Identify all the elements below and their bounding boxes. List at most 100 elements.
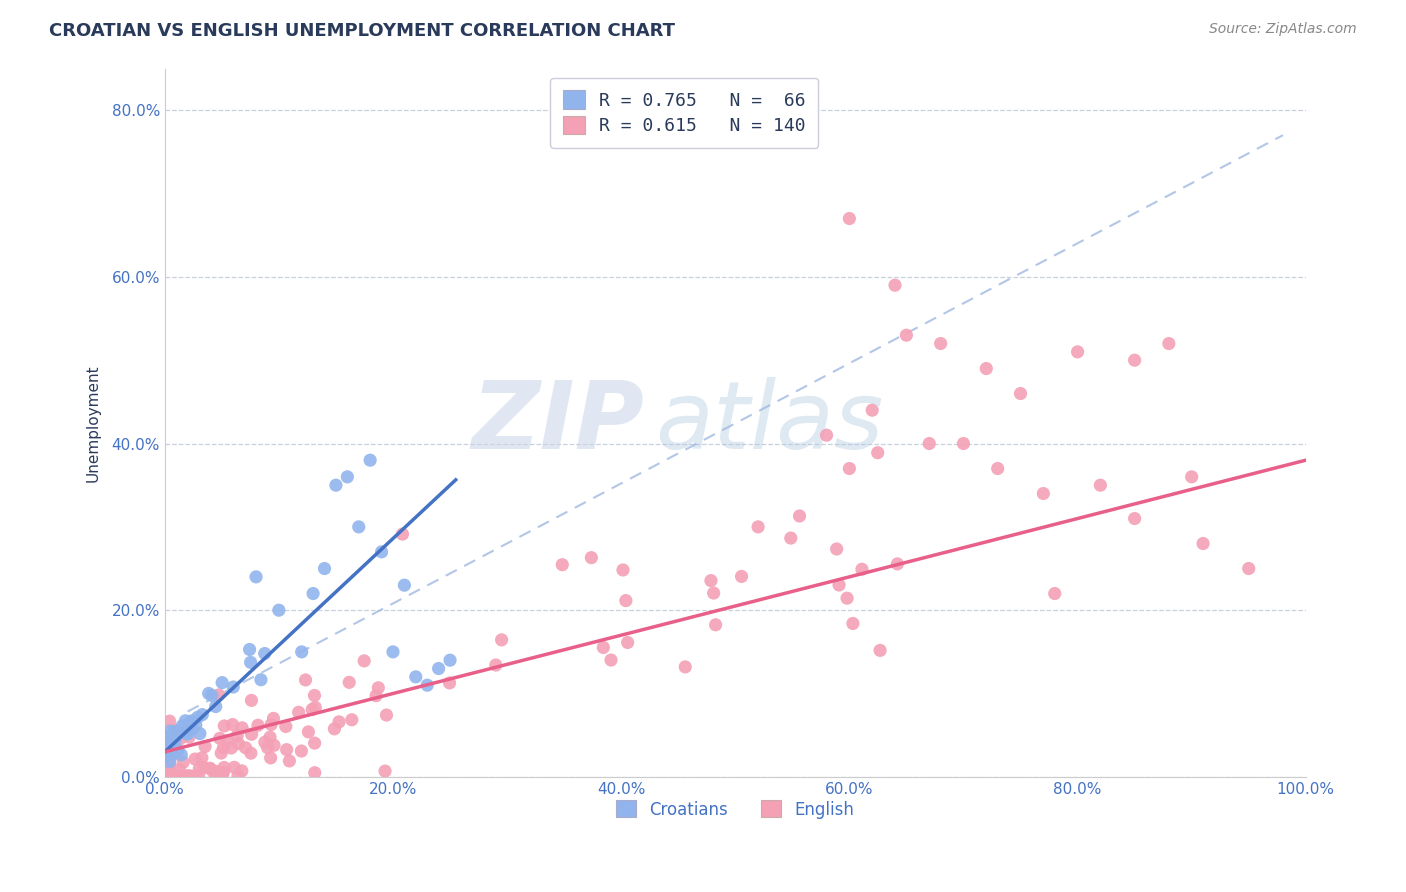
Point	[156, 769, 179, 783]
Point	[163, 746, 186, 760]
Point	[212, 760, 235, 774]
Point	[789, 508, 811, 523]
Point	[211, 675, 233, 690]
Point	[176, 769, 198, 783]
Point	[815, 428, 838, 442]
Point	[828, 578, 851, 592]
Point	[239, 656, 262, 670]
Point	[159, 765, 181, 780]
Point	[287, 706, 309, 720]
Point	[340, 713, 363, 727]
Point	[239, 746, 262, 760]
Point	[209, 746, 232, 760]
Point	[170, 747, 193, 762]
Point	[214, 719, 236, 733]
Point	[211, 767, 233, 781]
Point	[245, 570, 267, 584]
Text: ZIP: ZIP	[471, 376, 644, 468]
Point	[262, 711, 284, 725]
Point	[173, 722, 195, 736]
Point	[187, 710, 209, 724]
Point	[162, 736, 184, 750]
Point	[375, 708, 398, 723]
Point	[201, 689, 224, 703]
Point	[347, 520, 370, 534]
Point	[160, 739, 183, 753]
Point	[180, 722, 202, 736]
Point	[416, 678, 439, 692]
Point	[165, 739, 187, 754]
Point	[779, 531, 801, 545]
Point	[304, 689, 326, 703]
Point	[157, 742, 180, 756]
Point	[212, 740, 235, 755]
Point	[1237, 561, 1260, 575]
Point	[222, 680, 245, 694]
Point	[929, 336, 952, 351]
Point	[159, 733, 181, 747]
Point	[1123, 353, 1146, 368]
Point	[851, 562, 873, 576]
Point	[156, 743, 179, 757]
Point	[325, 478, 347, 492]
Point	[551, 558, 574, 572]
Point	[221, 717, 243, 731]
Point	[165, 769, 187, 783]
Point	[256, 740, 278, 755]
Point	[174, 714, 197, 728]
Point	[172, 756, 194, 770]
Point	[208, 731, 231, 746]
Point	[159, 729, 181, 743]
Point	[159, 730, 181, 744]
Point	[381, 645, 404, 659]
Point	[212, 765, 235, 780]
Point	[240, 727, 263, 741]
Point	[491, 632, 513, 647]
Point	[1090, 478, 1112, 492]
Point	[600, 653, 623, 667]
Point	[163, 725, 186, 739]
Point	[886, 557, 908, 571]
Point	[156, 750, 179, 764]
Point	[180, 714, 202, 728]
Point	[157, 747, 180, 762]
Point	[884, 278, 907, 293]
Point	[294, 673, 316, 687]
Point	[193, 761, 215, 775]
Point	[176, 723, 198, 738]
Point	[391, 527, 413, 541]
Point	[267, 603, 290, 617]
Point	[191, 751, 214, 765]
Point	[612, 563, 634, 577]
Point	[228, 737, 250, 751]
Point	[159, 757, 181, 772]
Point	[374, 764, 396, 778]
Point	[180, 721, 202, 735]
Point	[184, 752, 207, 766]
Point	[259, 730, 281, 744]
Point	[172, 719, 194, 733]
Point	[614, 593, 637, 607]
Point	[259, 751, 281, 765]
Point	[301, 702, 323, 716]
Point	[157, 752, 180, 766]
Text: atlas: atlas	[655, 377, 883, 468]
Point	[174, 720, 197, 734]
Point	[485, 658, 508, 673]
Point	[162, 744, 184, 758]
Text: Source: ZipAtlas.com: Source: ZipAtlas.com	[1209, 22, 1357, 37]
Point	[250, 673, 273, 687]
Point	[359, 453, 381, 467]
Point	[730, 569, 752, 583]
Point	[167, 723, 190, 738]
Point	[155, 729, 177, 743]
Point	[208, 688, 231, 702]
Point	[323, 722, 346, 736]
Point	[204, 699, 226, 714]
Point	[239, 642, 262, 657]
Point	[156, 745, 179, 759]
Point	[260, 717, 283, 731]
Point	[170, 725, 193, 739]
Point	[278, 754, 301, 768]
Point	[155, 768, 177, 782]
